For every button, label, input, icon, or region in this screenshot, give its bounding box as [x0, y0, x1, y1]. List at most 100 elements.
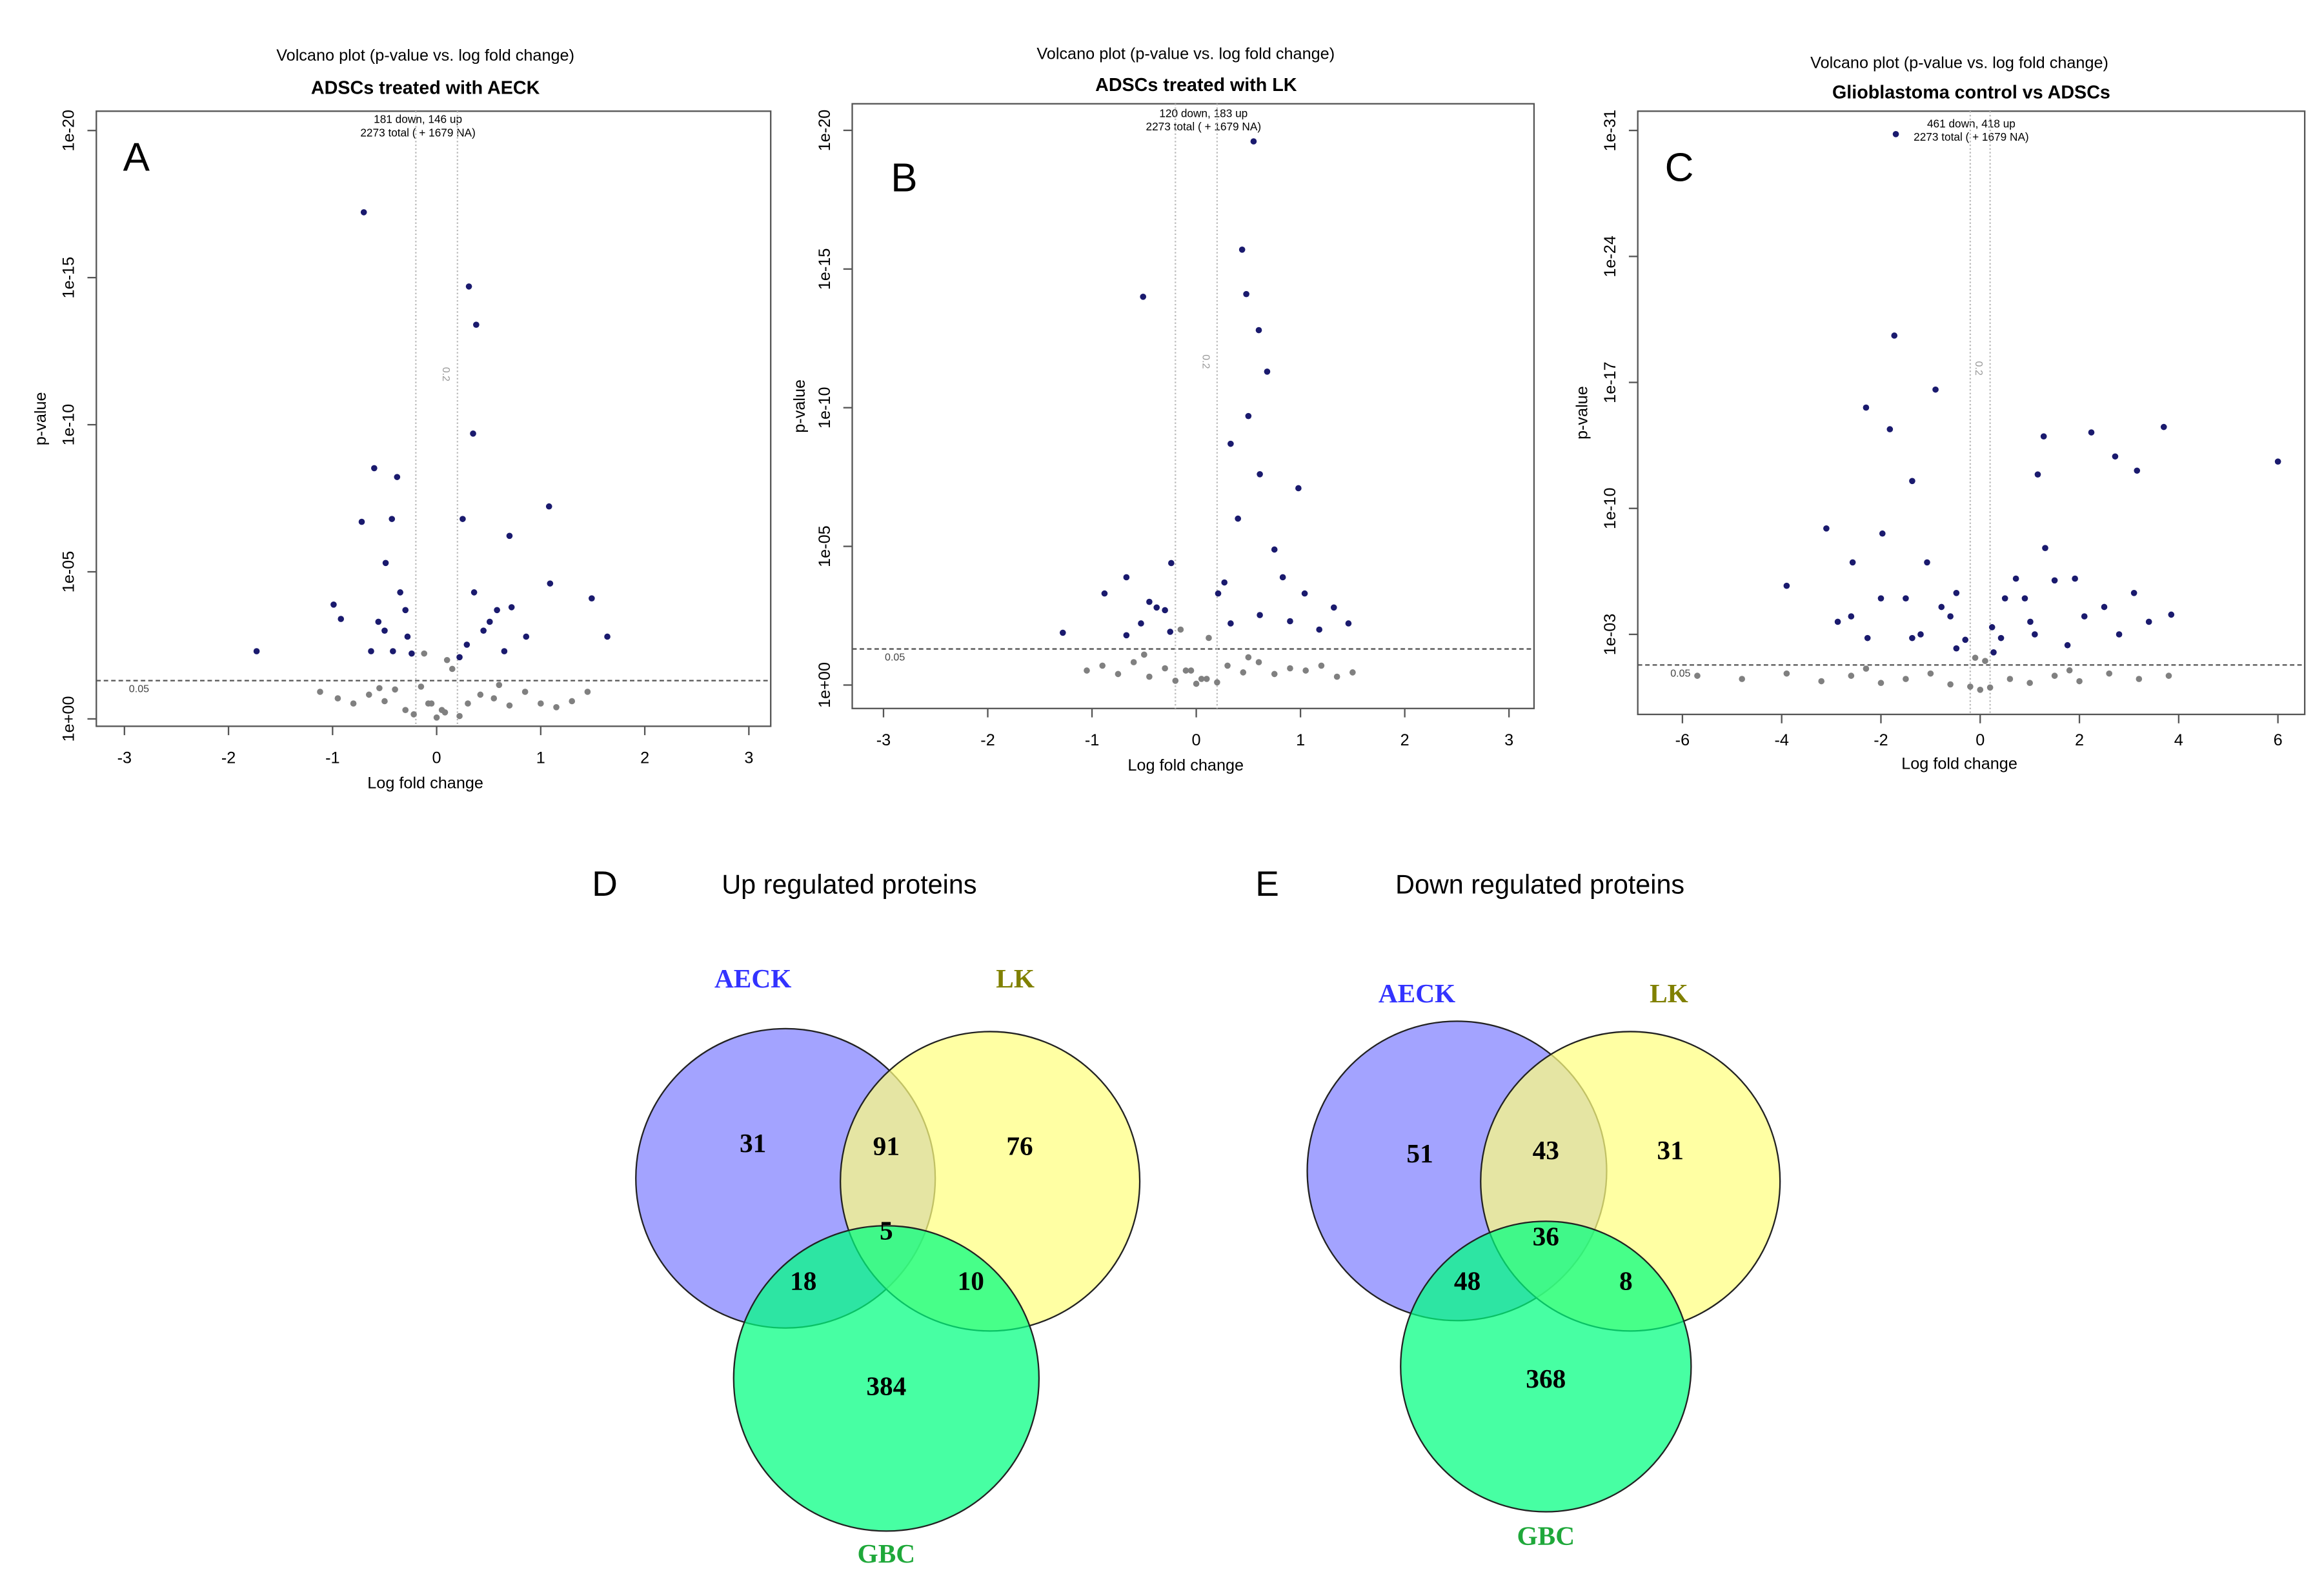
data-point [477, 691, 484, 698]
data-point [1938, 603, 1945, 611]
data-point [1146, 673, 1153, 680]
data-point [1243, 290, 1249, 298]
data-point [521, 689, 529, 695]
data-point [1059, 629, 1066, 636]
plot-frame [1637, 110, 2306, 716]
data-point [470, 589, 478, 596]
data-point [1238, 246, 1246, 253]
data-point [389, 516, 396, 522]
y-tick-label: 1e-05 [60, 551, 78, 593]
region-count: 31 [1657, 1135, 1684, 1165]
data-point [2027, 618, 2034, 625]
data-point [330, 601, 337, 608]
set-label: LK [996, 964, 1035, 993]
data-point [1162, 607, 1168, 614]
data-point [376, 685, 383, 692]
panel-letter: A [123, 135, 150, 179]
data-point [433, 714, 440, 721]
set-label: AECK [714, 964, 791, 993]
region-count: 91 [873, 1131, 900, 1160]
set-label: AECK [1379, 978, 1455, 1008]
data-point [1333, 673, 1340, 680]
y-axis-label: p-value [1573, 386, 1591, 439]
data-point [1250, 138, 1257, 145]
data-point [1279, 574, 1286, 581]
data-point [428, 700, 435, 707]
data-point [334, 695, 341, 702]
annotation: 181 down, 146 up [374, 113, 462, 126]
data-point [494, 607, 500, 614]
y-tick-label: 1e-15 [816, 248, 834, 290]
data-point [421, 650, 428, 657]
data-point [1834, 618, 1841, 625]
data-point [360, 209, 367, 216]
region-count: 8 [1619, 1266, 1633, 1295]
data-point [2032, 631, 2038, 638]
data-point [2081, 613, 2088, 620]
data-point [1177, 626, 1184, 633]
data-point [1953, 589, 1960, 596]
region-count: 5 [880, 1215, 893, 1245]
data-point [1848, 672, 1855, 679]
data-point [456, 654, 463, 661]
data-point [1187, 667, 1195, 674]
data-point [1988, 624, 1996, 631]
annotation: 2273 total ( + 1679 NA) [1146, 120, 1262, 133]
data-point [402, 707, 409, 714]
data-point [1886, 426, 1894, 432]
data-point [473, 321, 480, 328]
data-point [1909, 478, 1915, 485]
data-point [470, 430, 476, 437]
x-tick-label: -1 [325, 749, 339, 767]
fc-threshold-label: 0.2 [440, 367, 452, 381]
y-tick-label: 1e-20 [816, 110, 834, 152]
data-point [409, 650, 415, 657]
data-point [1228, 440, 1234, 447]
data-point [2034, 471, 2041, 478]
data-point [501, 648, 508, 654]
y-tick-label: 1e-17 [1601, 361, 1619, 403]
subtitle: Volcano plot (p-value vs. log fold chang… [1036, 45, 1335, 63]
x-tick-label: -2 [1874, 731, 1888, 749]
data-point [317, 689, 323, 695]
data-point [506, 702, 513, 709]
region-count: 51 [1406, 1138, 1433, 1168]
data-point [2130, 589, 2137, 596]
data-point [1138, 620, 1144, 627]
x-tick-label: 2 [1400, 731, 1410, 749]
chart-title: ADSCs treated with AECK [311, 77, 540, 98]
data-point [1947, 681, 1954, 688]
data-point [1140, 651, 1147, 658]
data-point [1115, 671, 1122, 678]
x-tick-label: 3 [744, 749, 753, 767]
data-point [1167, 629, 1174, 635]
panel-letter: C [1665, 146, 1694, 190]
data-point [1271, 671, 1278, 678]
x-tick-label: 2 [640, 749, 649, 767]
data-point [584, 689, 591, 695]
data-point [1924, 559, 1930, 566]
x-tick-label: 1 [536, 749, 545, 767]
venn-title: Down regulated proteins [1395, 869, 1684, 899]
volcano-panel: Volcano plot (p-value vs. log fold chang… [32, 46, 772, 793]
volcano-panel: Volcano plot (p-value vs. log fold chang… [1573, 54, 2306, 773]
data-point [358, 518, 365, 525]
y-tick-label: 1e-24 [1601, 236, 1619, 278]
data-point [1997, 634, 2005, 641]
data-point [1783, 670, 1790, 677]
data-point [365, 691, 372, 698]
x-tick-label: 0 [1975, 731, 1985, 749]
data-point [1903, 676, 1909, 682]
data-point [486, 618, 493, 625]
data-point [1848, 613, 1855, 620]
data-point [418, 683, 425, 690]
data-point [538, 700, 544, 707]
data-point [1221, 579, 1228, 586]
data-point [1182, 667, 1189, 674]
y-tick-label: 1e-05 [816, 525, 834, 567]
data-point [1932, 386, 1939, 393]
data-point [545, 503, 552, 510]
data-point [1864, 634, 1871, 641]
